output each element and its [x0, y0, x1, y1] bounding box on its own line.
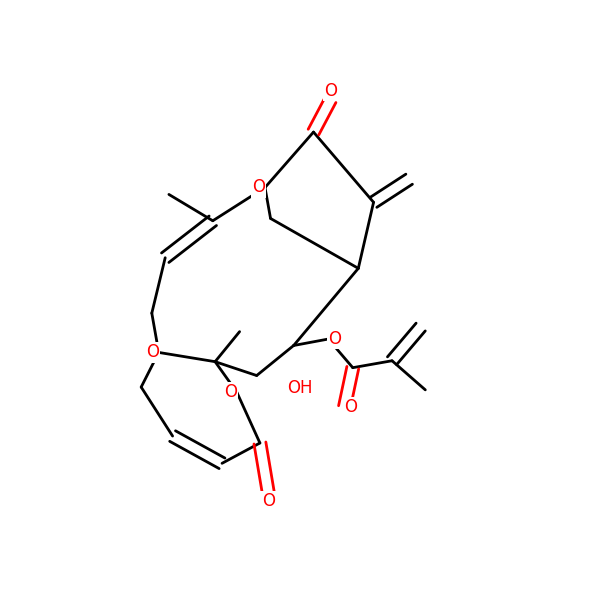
Text: O: O	[146, 343, 159, 361]
Text: O: O	[224, 383, 237, 401]
Text: OH: OH	[287, 379, 312, 397]
Text: O: O	[252, 179, 265, 196]
Text: O: O	[344, 398, 358, 416]
Text: O: O	[324, 82, 337, 100]
Text: O: O	[328, 330, 341, 348]
Text: O: O	[262, 493, 275, 511]
